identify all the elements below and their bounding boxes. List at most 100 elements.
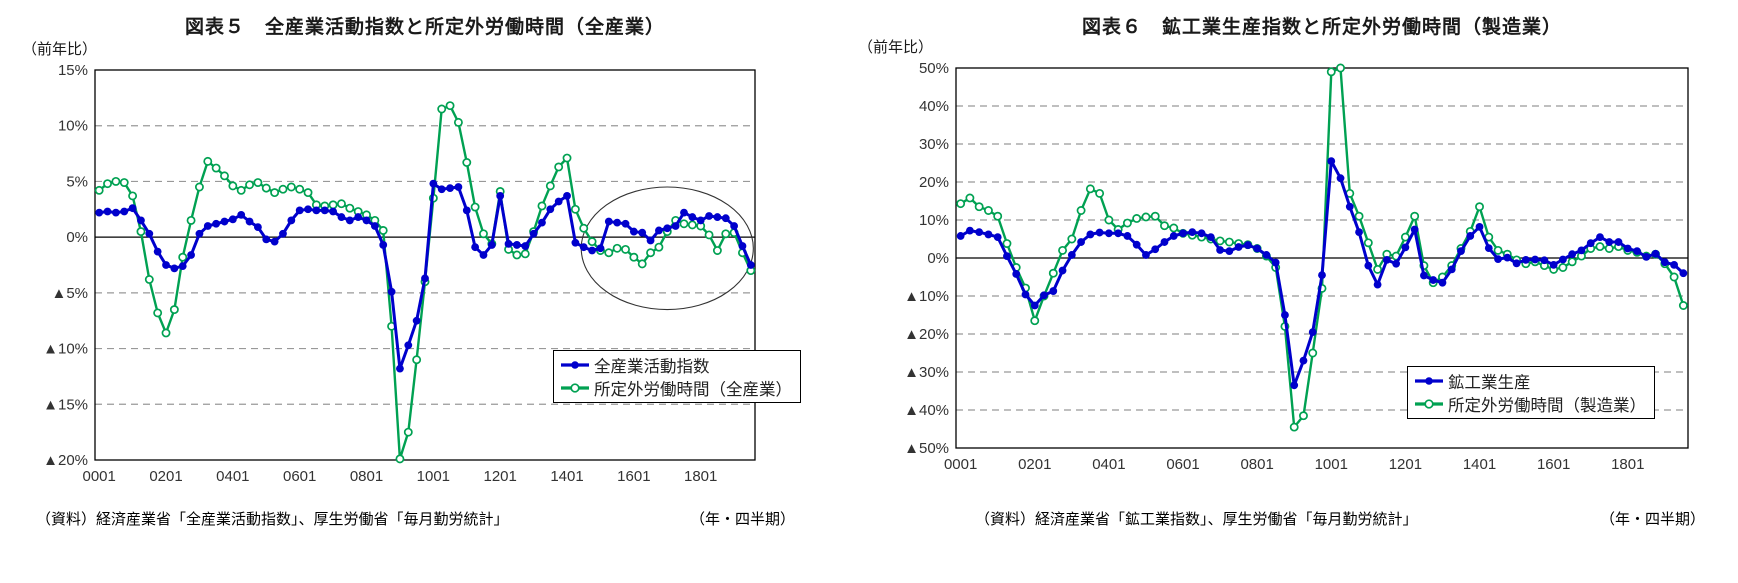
legend-label: 所定外労働時間（全産業） — [594, 381, 792, 399]
series-marker — [1512, 259, 1521, 268]
series-marker — [362, 216, 371, 225]
series-marker — [220, 171, 229, 181]
y-axis-tick-label: 10% — [58, 118, 88, 135]
series-marker — [312, 206, 321, 215]
x-axis-tick-label: 1601 — [1537, 456, 1570, 473]
series-marker — [1429, 276, 1438, 284]
y-axis-tick-label: 20% — [919, 174, 949, 191]
series-marker — [538, 218, 546, 227]
series-marker — [1206, 233, 1215, 242]
series-marker — [404, 341, 413, 350]
series-marker — [1475, 222, 1484, 231]
series-marker — [680, 208, 688, 217]
series-marker — [421, 274, 429, 283]
series-marker — [136, 227, 146, 237]
series-marker — [245, 217, 254, 226]
series-marker — [587, 237, 597, 247]
series-marker — [1596, 233, 1604, 242]
series-marker — [1179, 229, 1187, 238]
x-axis-tick-label: 1801 — [1611, 456, 1644, 473]
chart5-title: 図表５ 全産業活動指数と所定外労働時間（全産業） — [184, 17, 665, 38]
series-marker — [203, 156, 213, 166]
series-marker — [730, 222, 739, 230]
series-marker — [956, 199, 966, 209]
series-marker — [646, 248, 656, 258]
chart6-title: 図表６ 鉱工業生産指数と所定外労働時間（製造業） — [1081, 17, 1562, 38]
series-marker — [1308, 348, 1318, 358]
chart5-legend: 全産業活動指数 所定外労働時間（全産業） — [553, 350, 801, 403]
series-marker — [1678, 301, 1688, 310]
series-marker — [303, 188, 313, 198]
series-marker — [1169, 232, 1178, 240]
series-marker — [403, 427, 413, 437]
series-marker — [1002, 239, 1012, 249]
x-axis-tick-label: 0201 — [1018, 456, 1051, 473]
x-axis-tick-label: 1001 — [1315, 456, 1348, 473]
x-axis-tick-label: 0001 — [82, 468, 115, 485]
series-marker — [487, 241, 496, 249]
series-marker — [1503, 253, 1512, 262]
series-marker — [462, 206, 471, 215]
series-marker — [604, 217, 613, 226]
series-marker — [629, 252, 639, 262]
series-marker — [1382, 256, 1391, 264]
series-marker — [345, 203, 355, 213]
series-marker — [1049, 287, 1058, 295]
series-marker — [194, 182, 204, 192]
series-marker — [1420, 271, 1428, 280]
series-marker — [186, 215, 196, 225]
series-marker — [261, 183, 271, 193]
series-marker — [983, 206, 993, 215]
series-marker — [1642, 252, 1651, 261]
series-marker — [1224, 237, 1234, 247]
series-marker — [153, 247, 162, 256]
series-marker — [1281, 311, 1289, 319]
series-marker — [1410, 211, 1420, 221]
series-marker — [1077, 238, 1085, 246]
series-marker — [704, 230, 714, 240]
y-axis-tick-label: 30% — [919, 136, 949, 153]
y-axis-tick-label: 5% — [66, 173, 88, 190]
series-marker — [1558, 263, 1568, 272]
series-marker — [111, 208, 120, 217]
series-marker — [596, 244, 605, 253]
series-marker — [504, 239, 513, 248]
series-marker — [1540, 256, 1549, 265]
series-marker — [1401, 243, 1410, 252]
series-marker — [412, 355, 422, 365]
series-marker — [1067, 234, 1077, 244]
series-marker — [1169, 223, 1179, 233]
series-marker — [1308, 328, 1317, 336]
series-marker — [1605, 238, 1614, 246]
series-marker — [237, 210, 246, 219]
x-axis-tick-label: 0001 — [944, 456, 977, 473]
series-marker — [1234, 243, 1243, 251]
y-axis-tick-label: ▲50% — [904, 440, 949, 457]
series-marker — [412, 316, 421, 325]
series-marker — [1151, 245, 1160, 254]
legend-label: 所定外労働時間（製造業） — [1448, 397, 1646, 415]
series-marker — [1290, 381, 1299, 390]
series-marker — [612, 243, 622, 253]
series-marker — [270, 237, 279, 246]
series-marker — [1104, 215, 1114, 225]
series-marker — [1363, 238, 1373, 248]
series-marker — [1457, 247, 1465, 256]
series-marker — [370, 222, 379, 230]
series-marker — [128, 191, 138, 201]
series-marker — [345, 216, 354, 225]
series-marker — [721, 229, 731, 239]
series-marker — [1067, 251, 1076, 259]
series-marker — [279, 229, 287, 238]
series-marker — [454, 183, 463, 191]
series-marker — [1447, 265, 1456, 274]
series-marker — [712, 246, 722, 255]
chart5-source-note: （資料）経済産業省「全産業活動指数」、厚生労働省「毎月勤労統計」 — [36, 511, 509, 528]
series-marker — [571, 238, 580, 247]
series-marker — [1354, 211, 1364, 221]
series-marker — [144, 275, 154, 284]
legend-marker-icon — [1415, 377, 1443, 385]
series-marker — [1521, 256, 1530, 264]
x-axis-tick-label: 0801 — [350, 468, 383, 485]
